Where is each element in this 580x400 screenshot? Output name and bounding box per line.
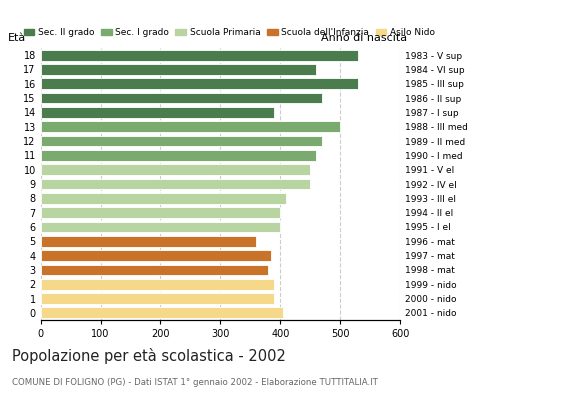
Bar <box>41 64 316 75</box>
Bar <box>41 207 280 218</box>
Text: Anno di nascita: Anno di nascita <box>321 32 407 42</box>
Bar <box>41 293 274 304</box>
Bar <box>41 150 316 161</box>
Bar <box>41 308 283 318</box>
Bar <box>41 121 340 132</box>
Bar <box>41 264 269 275</box>
Text: Popolazione per età scolastica - 2002: Popolazione per età scolastica - 2002 <box>12 348 285 364</box>
Bar <box>41 179 310 189</box>
Text: COMUNE DI FOLIGNO (PG) - Dati ISTAT 1° gennaio 2002 - Elaborazione TUTTITALIA.IT: COMUNE DI FOLIGNO (PG) - Dati ISTAT 1° g… <box>12 378 378 387</box>
Bar <box>41 279 274 290</box>
Bar <box>41 107 274 118</box>
Bar <box>41 50 358 60</box>
Bar <box>41 93 322 104</box>
Text: Età: Età <box>8 32 27 42</box>
Bar <box>41 193 287 204</box>
Bar <box>41 236 256 247</box>
Bar <box>41 250 271 261</box>
Bar <box>41 164 310 175</box>
Bar <box>41 78 358 89</box>
Bar <box>41 136 322 146</box>
Bar <box>41 222 280 232</box>
Legend: Sec. II grado, Sec. I grado, Scuola Primaria, Scuola dell'Infanzia, Asilo Nido: Sec. II grado, Sec. I grado, Scuola Prim… <box>20 24 438 41</box>
